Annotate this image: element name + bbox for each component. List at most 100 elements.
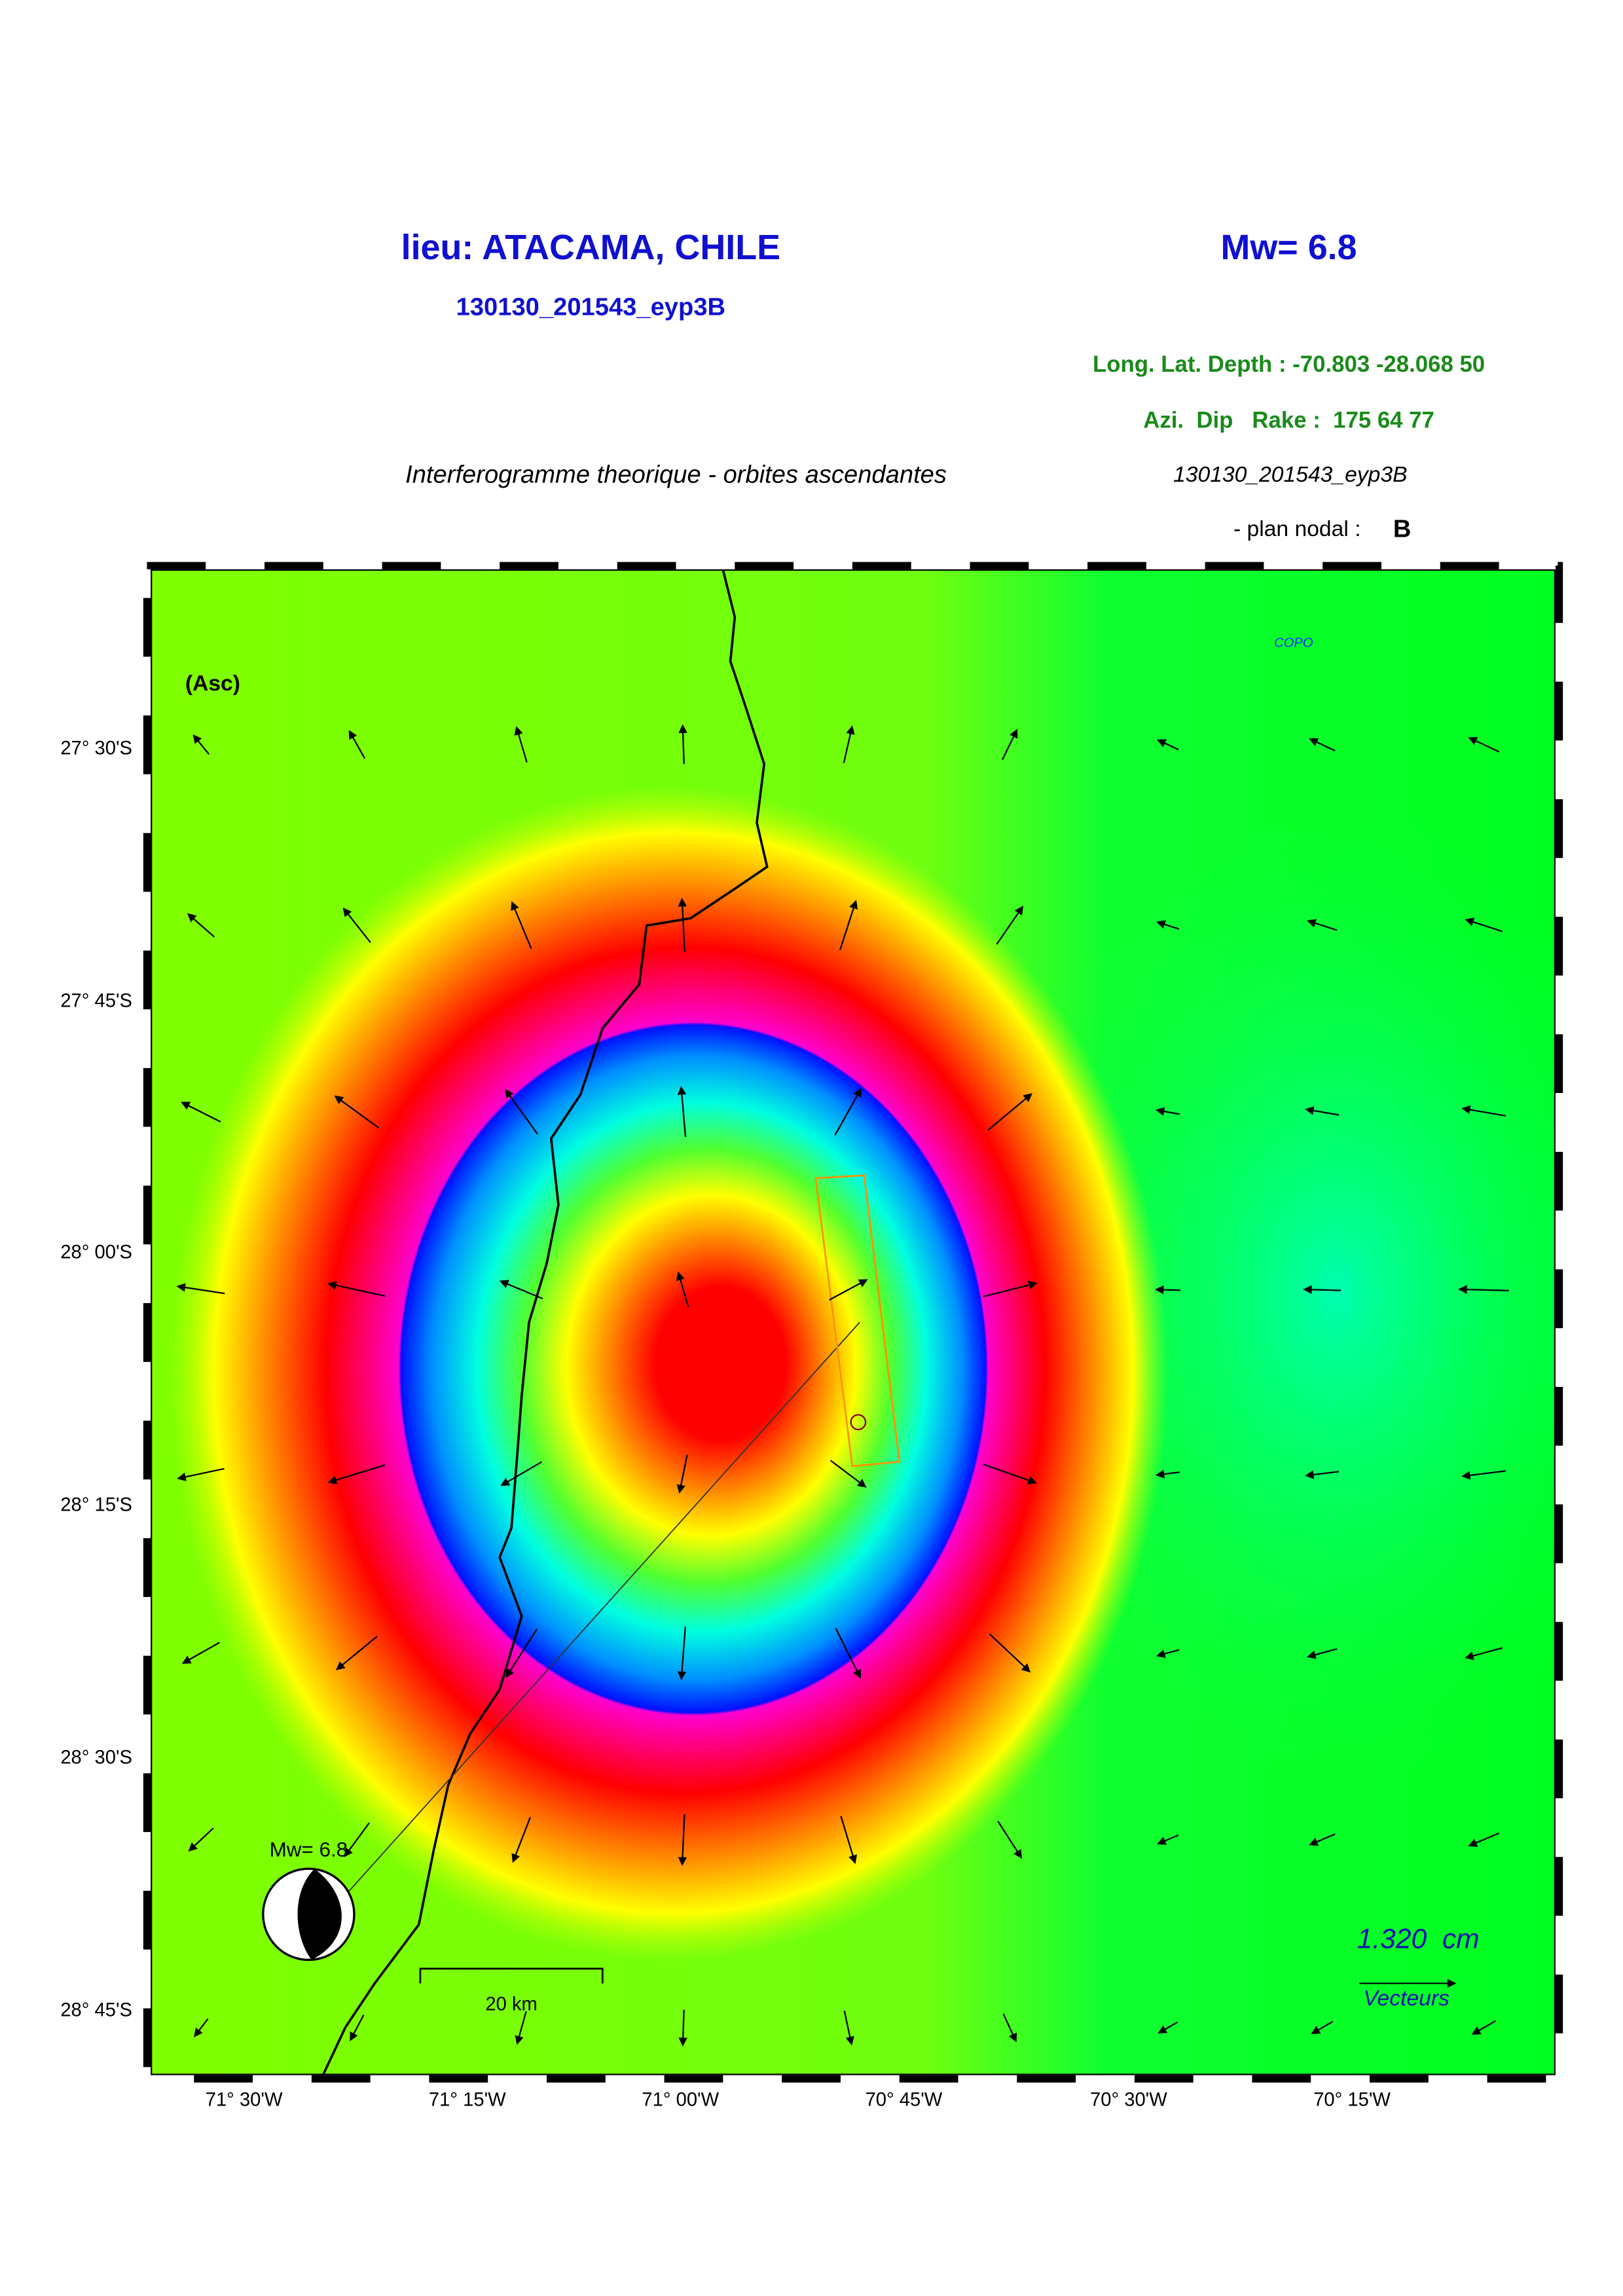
vector — [335, 1636, 378, 1670]
map-area — [151, 569, 1555, 2075]
vector — [348, 730, 366, 759]
event-id: 130130_201543_eyp3B — [456, 293, 725, 321]
vector — [187, 913, 215, 938]
vector — [1461, 1105, 1506, 1117]
lon-label: 70° 15'W — [1313, 2090, 1391, 2111]
vector — [1461, 1470, 1506, 1480]
frame-ticks — [143, 562, 1563, 2083]
vector — [499, 1280, 543, 1300]
magnitude: Mw= 6.8 — [1221, 228, 1357, 267]
vector — [1458, 1285, 1509, 1294]
beachball — [262, 1867, 356, 1962]
vector — [192, 734, 210, 755]
vector — [983, 1280, 1038, 1298]
epicenter — [850, 1414, 867, 1431]
vector — [1155, 1107, 1180, 1116]
vector — [181, 1641, 220, 1664]
lon-label: 70° 30'W — [1090, 2090, 1167, 2111]
vector — [515, 2011, 527, 2045]
vector-scale: 1.320 cm — [1357, 1923, 1480, 1954]
vector — [996, 905, 1024, 945]
vector — [839, 899, 858, 950]
scale-bar — [419, 1967, 604, 1984]
vector — [188, 1827, 214, 1852]
vector — [1307, 919, 1338, 931]
vector — [334, 1095, 380, 1129]
vector — [1157, 1834, 1179, 1845]
subtitle: Interferogramme theorique - orbites asce… — [405, 460, 947, 488]
vector — [678, 897, 687, 952]
vector — [677, 1086, 687, 1138]
vector — [514, 726, 528, 762]
vector — [342, 907, 371, 943]
lon-labels: 71° 30'W 71° 15'W 71° 00'W 70° 45'W 70° 30'W… — [206, 2090, 1391, 2111]
station: COPO — [1274, 636, 1313, 651]
vector — [676, 1454, 688, 1494]
lat-label: 28° 30'S — [60, 1748, 132, 1768]
vector — [511, 901, 532, 949]
vector — [1305, 1470, 1340, 1479]
mode: (Asc) — [185, 672, 240, 696]
vector — [989, 1633, 1031, 1673]
lat-label: 28° 00'S — [60, 1242, 132, 1263]
vector — [835, 1628, 861, 1679]
vector — [834, 1088, 862, 1136]
vector — [678, 1814, 687, 1866]
vector — [678, 2009, 687, 2047]
vector — [505, 1628, 538, 1678]
vector — [1305, 1106, 1340, 1116]
vector — [500, 1461, 543, 1486]
location: Long. Lat. Depth : -70.803 -28.068 50 — [1093, 352, 1485, 377]
vector — [1471, 2020, 1497, 2035]
vector — [1309, 738, 1336, 751]
vector — [983, 1463, 1037, 1485]
vector — [1002, 728, 1018, 761]
vector — [1002, 2013, 1017, 2043]
mechanism: Azi. Dip Rake : 175 64 77 — [1143, 408, 1434, 433]
vector — [843, 725, 855, 763]
beachball-label: Mw= 6.8 — [270, 1839, 348, 1861]
vector — [840, 1816, 858, 1865]
vector — [327, 1281, 386, 1297]
vector — [344, 1822, 370, 1857]
vector — [194, 2018, 209, 2037]
frame — [151, 569, 1556, 2075]
vector — [1157, 739, 1179, 751]
vector — [1307, 1648, 1338, 1659]
lon-label: 70° 45'W — [866, 2090, 943, 2111]
vector — [1309, 1833, 1336, 1846]
lon-label: 71° 00'W — [642, 2090, 719, 2111]
vector — [350, 2014, 365, 2041]
vector — [1465, 918, 1503, 933]
fringes — [169, 785, 1169, 1962]
lat-labels: 27° 30'S 27° 45'S 28° 00'S 28° 15'S 28° 30'S… — [60, 738, 132, 2021]
vector — [829, 1279, 868, 1301]
vector — [327, 1464, 386, 1484]
vector — [987, 1093, 1032, 1131]
vector — [505, 1088, 539, 1135]
vector — [1468, 737, 1500, 753]
vector — [181, 1102, 221, 1123]
plan-value: B — [1393, 514, 1412, 543]
event-id-2: 130130_201543_eyp3B — [1173, 463, 1407, 487]
vector — [176, 1283, 225, 1295]
lon-label: 71° 30'W — [206, 2090, 283, 2111]
vector — [1465, 1647, 1503, 1660]
vector — [1154, 1285, 1180, 1295]
coastline — [322, 569, 769, 2075]
vector — [1156, 1649, 1180, 1659]
vector — [676, 1271, 689, 1308]
vector — [678, 724, 687, 764]
lat-label: 28° 45'S — [60, 2000, 132, 2021]
plan-label: - plan nodal : — [1233, 517, 1361, 541]
vector — [1158, 2021, 1178, 2034]
vector — [1155, 1469, 1180, 1479]
vector — [997, 1820, 1023, 1859]
vector-label: Vecteurs — [1363, 1986, 1450, 2011]
vector — [511, 1817, 532, 1863]
vector — [843, 2010, 854, 2046]
vector — [177, 1467, 225, 1482]
